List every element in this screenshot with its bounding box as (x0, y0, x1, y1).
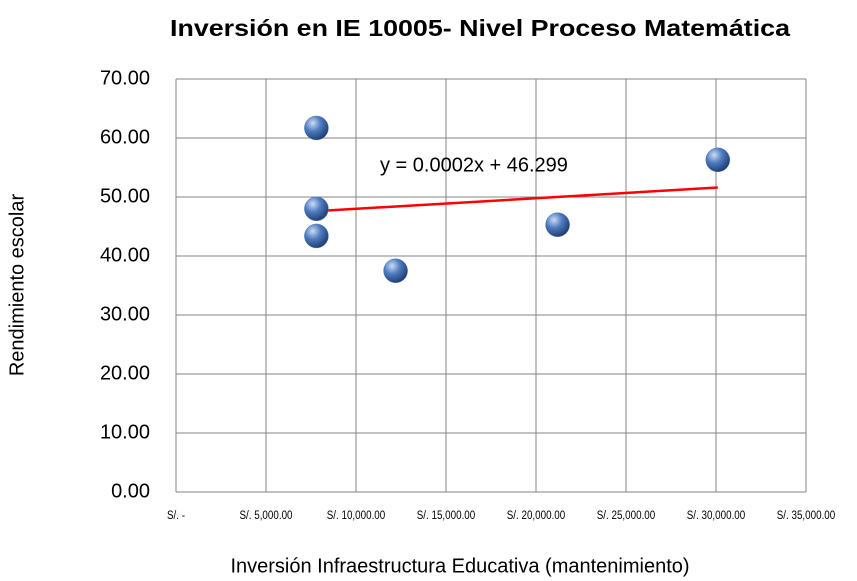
y-tick-label: 20.00 (100, 362, 150, 384)
point (545, 212, 570, 237)
x-tick-label: S/. - (167, 509, 185, 522)
x-tick-label: S/. 35,000.00 (777, 509, 836, 522)
x-tick-label: S/. 20,000.00 (507, 509, 566, 522)
x-tick-label: S/. 15,000.00 (417, 509, 476, 522)
x-tick-label: S/. 30,000.00 (687, 509, 746, 522)
x-tick-label: S/. 25,000.00 (597, 509, 656, 522)
y-tick-label: 0.00 (111, 480, 150, 502)
y-axis-label: Rendimiento escolar (6, 194, 28, 377)
y-tick-label: 30.00 (100, 303, 150, 325)
x-tick-label: S/. 5,000.00 (239, 509, 292, 522)
y-tick-label: 10.00 (100, 421, 150, 443)
trendline (316, 186, 718, 213)
point (705, 147, 731, 173)
point (304, 223, 329, 249)
x-axis-label: Inversión Infraestructura Educativa (man… (230, 555, 689, 577)
y-tick-label: 50.00 (100, 185, 150, 207)
y-tick-label: 60.00 (100, 126, 150, 148)
chart-title: Inversión en IE 10005- Nivel Proceso Mat… (170, 15, 790, 41)
y-tick-label: 70.00 (100, 67, 150, 89)
y-tick-label: 40.00 (100, 244, 150, 266)
point (304, 196, 329, 222)
point (304, 115, 329, 141)
trendline-equation: y = 0.0002x + 46.299 (380, 154, 568, 176)
point (383, 258, 408, 283)
x-tick-label: S/. 10,000.00 (327, 509, 386, 522)
